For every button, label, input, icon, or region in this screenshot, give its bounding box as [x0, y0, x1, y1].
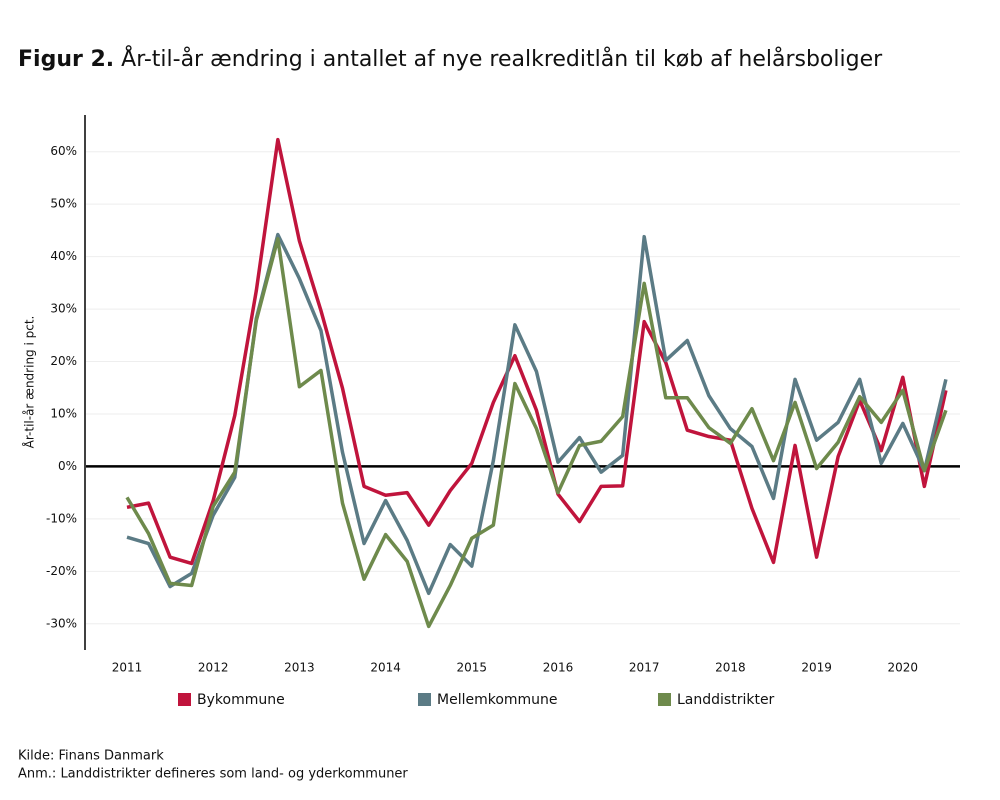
y-tick-label: 30% [50, 302, 77, 316]
x-tick-label: 2013 [284, 661, 315, 675]
y-tick-label: 20% [50, 354, 77, 368]
x-tick-label: 2020 [888, 661, 919, 675]
x-tick-label: 2019 [801, 661, 832, 675]
legend-label: Landdistrikter [677, 692, 775, 708]
x-tick-label: 2017 [629, 661, 660, 675]
y-tick-label: 40% [50, 249, 77, 263]
y-tick-label: 50% [50, 197, 77, 211]
x-tick-label: 2011 [112, 661, 143, 675]
legend-swatch [658, 693, 671, 706]
x-tick-label: 2012 [198, 661, 229, 675]
x-tick-label: 2014 [370, 661, 401, 675]
legend-label: Bykommune [197, 692, 285, 708]
figure-label: Figur 2. [18, 47, 114, 72]
x-tick-label: 2016 [543, 661, 574, 675]
chart-title: År-til-år ændring i antallet af nye real… [121, 45, 883, 72]
legend-swatch [178, 693, 191, 706]
legend-label: Mellemkommune [437, 692, 558, 708]
x-tick-label: 2015 [457, 661, 488, 675]
source: Kilde: Finans Danmark [18, 749, 164, 764]
y-axis-label: År-til-år ændring i pct. [22, 316, 37, 449]
y-tick-label: 0% [58, 459, 77, 473]
x-tick-label: 2018 [715, 661, 746, 675]
series-line [126, 137, 948, 566]
y-tick-label: -10% [46, 511, 77, 525]
y-tick-label: 10% [50, 406, 77, 420]
y-tick-label: 60% [50, 144, 77, 158]
y-tick-label: -20% [46, 564, 77, 578]
note: Anm.: Landdistrikter defineres som land-… [18, 767, 408, 782]
y-tick-label: -30% [46, 616, 77, 630]
series-line [125, 237, 948, 629]
legend-swatch [418, 693, 431, 706]
